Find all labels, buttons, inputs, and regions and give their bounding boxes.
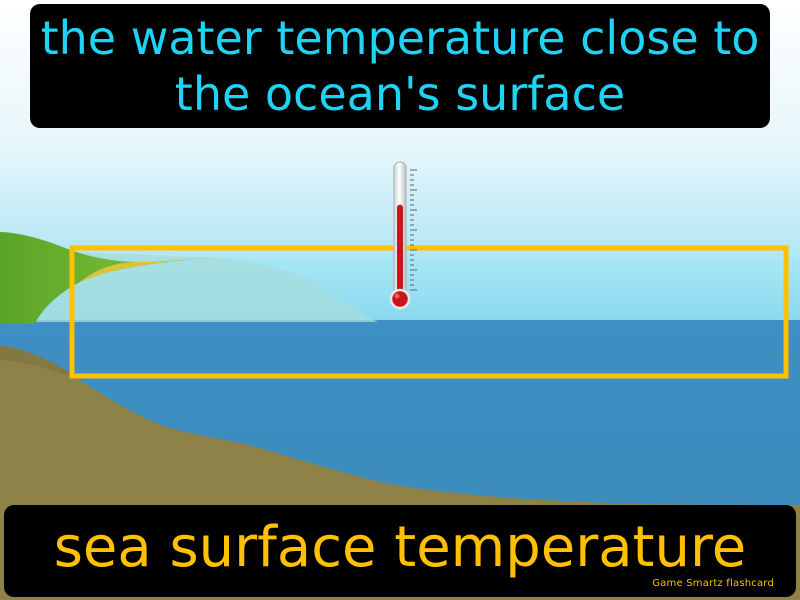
thermometer-scale <box>410 169 417 291</box>
brand-label: Game Smartz flashcard <box>652 578 774 589</box>
cliff-sunlit-edge <box>80 256 225 282</box>
term-text: sea surface temperature <box>53 515 747 580</box>
surface-layer-highlight <box>69 245 789 379</box>
thermometer-bulb <box>389 288 411 310</box>
definition-text: the water temperature close to the ocean… <box>40 11 760 121</box>
term-box: sea surface temperature Game Smartz flas… <box>4 505 796 597</box>
thermometer-icon <box>389 161 417 310</box>
seafloor-shade <box>0 345 80 380</box>
definition-box: the water temperature close to the ocean… <box>30 4 770 128</box>
thermometer-mercury <box>397 204 403 299</box>
green-cliff <box>0 232 225 324</box>
